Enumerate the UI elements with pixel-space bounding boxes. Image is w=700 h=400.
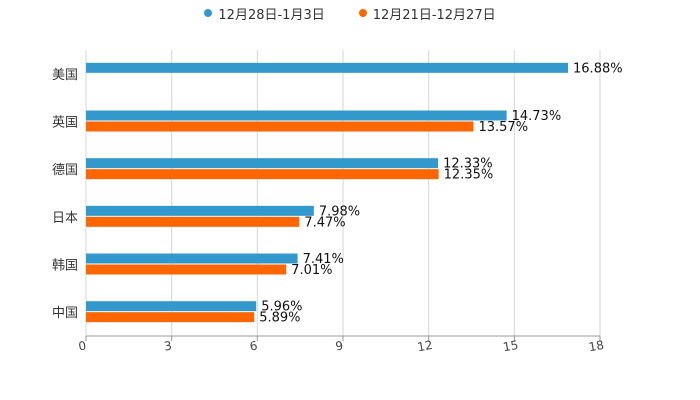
x-tick-label: 18 [588, 338, 605, 354]
category-label: 英国 [52, 116, 78, 131]
data-label: 13.57% [478, 120, 528, 135]
data-label: 14.73% [512, 109, 562, 124]
legend-label-series-1: 12月28日-1月3日 [218, 7, 325, 23]
category-label: 中国 [52, 306, 78, 321]
x-tick-label: 9 [334, 339, 344, 354]
data-label: 7.41% [303, 252, 344, 267]
bar-2[interactable] [86, 312, 255, 323]
data-label: 7.98% [319, 204, 360, 219]
bar-1[interactable] [86, 62, 569, 73]
data-label: 5.96% [261, 300, 302, 315]
bar-2[interactable] [86, 121, 474, 132]
data-label: 12.33% [443, 157, 493, 172]
bar-2[interactable] [86, 264, 287, 275]
data-label: 5.89% [259, 311, 300, 326]
x-tick-label: 12 [416, 338, 433, 354]
legend-marker-series-1 [204, 9, 213, 17]
legend-label-series-2: 12月21日-12月27日 [372, 7, 496, 23]
data-labels: 16.88% 14.73%13.57% 12.33%12.35% 7.98%7.47%… [259, 61, 622, 325]
category-label: 德国 [52, 163, 78, 178]
data-label: 7.47% [304, 215, 345, 230]
bars [86, 62, 569, 323]
bar-2[interactable] [86, 216, 300, 227]
bar-1[interactable] [86, 301, 257, 312]
x-tick-label: 15 [502, 338, 519, 354]
bar-1[interactable] [86, 253, 298, 264]
category-label: 美国 [52, 68, 78, 83]
legend-item-series-2[interactable]: 12月21日-12月27日 [358, 2, 496, 24]
x-tick-label: 3 [163, 339, 173, 354]
bar-1[interactable] [86, 205, 314, 216]
grid-lines [85, 50, 601, 336]
x-tick-label: 0 [77, 339, 87, 354]
data-label: 12.35% [444, 168, 494, 183]
legend-item-series-1[interactable]: 12月28日-1月3日 [204, 2, 325, 24]
data-label: 16.88% [573, 61, 623, 76]
chart-legend: 12月28日-1月3日 12月21日-12月27日 [0, 2, 700, 24]
bar-1[interactable] [86, 158, 439, 169]
x-axis: 0 3 6 9 12 15 18 [77, 335, 605, 354]
bar-2[interactable] [86, 169, 439, 180]
bar-1[interactable] [86, 110, 507, 121]
category-label: 韩国 [52, 259, 78, 274]
category-label: 日本 [52, 211, 78, 226]
x-tick-label: 6 [249, 339, 259, 354]
legend-marker-series-2 [358, 9, 367, 17]
data-label: 7.01% [291, 263, 332, 278]
